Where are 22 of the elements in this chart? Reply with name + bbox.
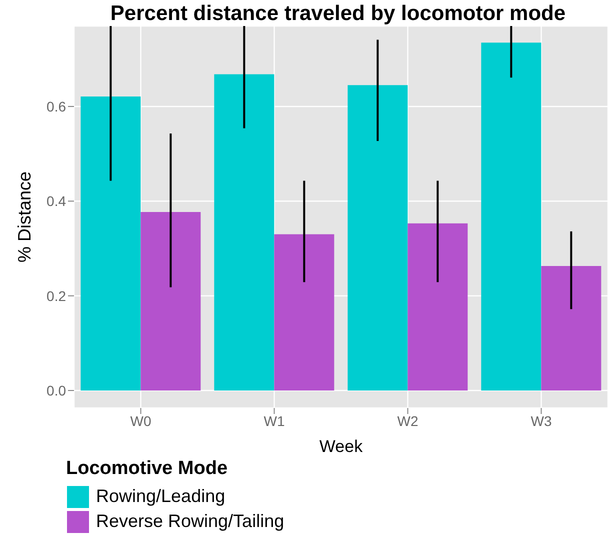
y-tick-label: 0.2 <box>46 288 66 304</box>
bar <box>408 223 468 390</box>
chart-title: Percent distance traveled by locomotor mode <box>109 2 567 26</box>
bar <box>140 212 201 390</box>
legend-label: Rowing/Leading <box>96 486 226 507</box>
bar <box>481 42 542 390</box>
x-tick-label: W1 <box>264 412 285 429</box>
bar <box>80 96 141 390</box>
y-tick-label: 0.4 <box>46 193 66 210</box>
y-tick-label: 0.0 <box>46 382 66 398</box>
bar <box>214 74 274 390</box>
bar <box>348 85 408 390</box>
bar <box>274 234 334 390</box>
x-tick-label: W2 <box>397 412 418 429</box>
x-axis-title: Week <box>319 437 364 456</box>
legend-title: Locomotive Mode <box>66 458 229 480</box>
bar <box>541 266 602 390</box>
y-tick-label: 0.6 <box>46 98 66 114</box>
y-axis-title: % Distance <box>14 171 34 263</box>
legend-label: Reverse Rowing/Tailing <box>96 511 284 532</box>
x-tick-label: W0 <box>130 412 152 429</box>
x-tick-label: W3 <box>530 412 552 429</box>
